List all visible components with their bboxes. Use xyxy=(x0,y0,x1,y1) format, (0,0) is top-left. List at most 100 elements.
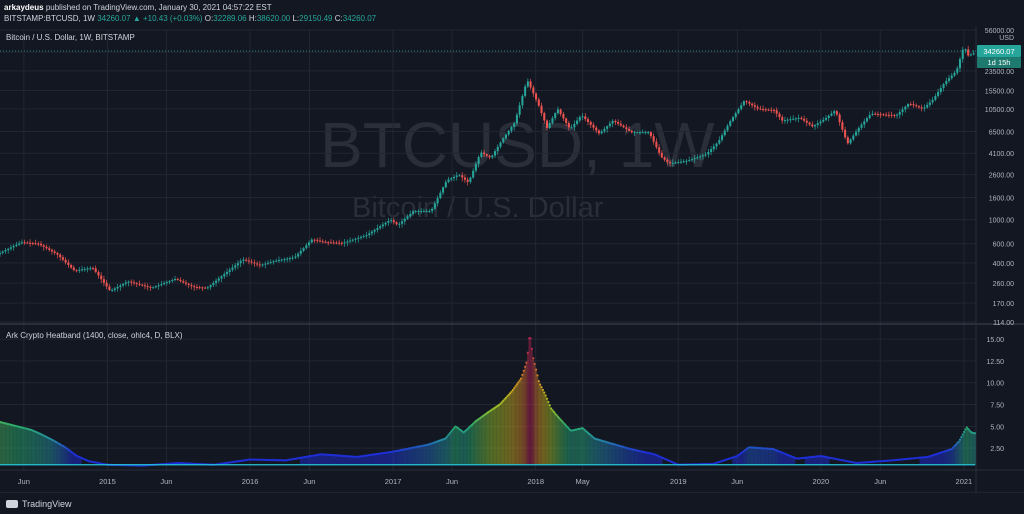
heatband-point xyxy=(525,361,528,364)
candle-body xyxy=(39,243,43,246)
candle-body xyxy=(518,105,521,115)
candle-body xyxy=(759,108,762,110)
candle-body xyxy=(179,279,182,282)
candle-body xyxy=(64,259,67,263)
candle-body xyxy=(896,114,899,116)
time-axis-tick-label: May xyxy=(575,477,589,486)
candle-body xyxy=(135,283,138,285)
price-axis-tick-label: 6500.00 xyxy=(989,129,1014,136)
candle-body xyxy=(532,87,535,94)
heatband-point xyxy=(556,415,560,418)
candle-body xyxy=(510,127,513,131)
price-axis[interactable]: 56000.0035000.0023500.0015500.0010500.00… xyxy=(985,28,1014,327)
candle-body xyxy=(308,242,311,246)
candle-body xyxy=(581,116,584,118)
chart-canvas[interactable]: 56000.0035000.0023500.0015500.0010500.00… xyxy=(0,0,1024,492)
heatband-point xyxy=(444,437,447,440)
candle-body xyxy=(384,222,387,225)
candle-body xyxy=(742,101,745,106)
author-name[interactable]: arkaydeus xyxy=(4,3,44,12)
heatband-point xyxy=(513,387,516,390)
candle-body xyxy=(398,223,401,225)
candle-body xyxy=(734,113,737,118)
candle-body xyxy=(885,114,888,116)
candle-body xyxy=(56,252,59,255)
candle-body xyxy=(764,109,767,111)
last-price-tag-text: 34260.07 xyxy=(983,47,1014,56)
candle-body xyxy=(176,278,179,280)
candle-body xyxy=(302,248,305,251)
candle-body xyxy=(655,141,658,148)
tradingview-brand[interactable]: TradingView xyxy=(6,499,72,509)
heatband-point xyxy=(532,357,535,360)
heatband-point xyxy=(554,412,557,415)
candle-body xyxy=(171,280,174,282)
candle-body xyxy=(174,278,177,281)
candle-body xyxy=(876,113,879,115)
last-price: 34260.07 xyxy=(97,14,131,23)
heatband-axis[interactable]: 2.50 5.00 7.50 10.00 12.50 15.00 xyxy=(986,337,1004,453)
candle-body xyxy=(436,198,439,204)
candle-body xyxy=(313,239,316,241)
candle-body xyxy=(822,119,825,122)
candle-body xyxy=(61,257,64,260)
candle-body xyxy=(373,229,376,232)
candle-body xyxy=(827,115,830,118)
candle-body xyxy=(674,162,677,164)
heatband-point xyxy=(534,368,538,371)
candle-body xyxy=(127,281,130,283)
candle-body xyxy=(365,235,368,237)
candle-body xyxy=(401,221,404,224)
candle-body xyxy=(1,251,4,253)
candle-body xyxy=(685,160,688,162)
time-axis[interactable]: Jun 2015 Jun 2016 Jun 2017 Jun 2018 May 2019 Jun 20… xyxy=(18,477,972,486)
heatband-point xyxy=(552,410,555,413)
candle-body xyxy=(956,68,959,73)
candle-body xyxy=(972,53,975,55)
candle-body xyxy=(816,123,819,126)
candle-body xyxy=(269,262,272,264)
candle-body xyxy=(267,262,270,264)
candle-body xyxy=(964,49,967,51)
price-axis-tick-label: 114.00 xyxy=(993,320,1014,327)
price-axis-tick-label: 23500.00 xyxy=(985,69,1014,76)
candle-body xyxy=(707,151,710,155)
candle-body xyxy=(305,245,308,249)
candle-body xyxy=(942,84,945,89)
candle-body xyxy=(928,102,931,105)
candle-body xyxy=(617,122,620,124)
heatband-point xyxy=(551,409,554,412)
candle-body xyxy=(562,113,565,119)
candle-body xyxy=(34,243,37,245)
candle-body xyxy=(395,222,398,225)
candle-body xyxy=(762,109,765,111)
price-change: ▲ +10.43 (+0.03%) xyxy=(132,14,203,23)
candle-body xyxy=(70,264,73,268)
price-axis-tick-label: 1600.00 xyxy=(989,196,1014,203)
candle-body xyxy=(584,116,587,120)
heatband-point xyxy=(452,427,456,430)
candle-body xyxy=(726,125,729,131)
candle-body xyxy=(469,177,472,182)
candle-body xyxy=(729,121,732,126)
candle-body xyxy=(838,114,841,123)
candle-body xyxy=(130,281,133,283)
candle-body xyxy=(767,109,770,111)
candle-body xyxy=(868,114,871,119)
candle-body xyxy=(625,127,628,129)
heatband-point xyxy=(510,390,513,393)
candle-body xyxy=(835,111,838,115)
time-axis-tick-label: 2015 xyxy=(99,477,116,486)
candle-body xyxy=(411,211,415,214)
candle-body xyxy=(740,105,743,110)
candle-body xyxy=(663,157,666,160)
candle-body xyxy=(81,269,84,271)
candle-body xyxy=(950,75,953,79)
candle-body xyxy=(31,243,34,245)
candle-body xyxy=(332,242,335,244)
candle-body xyxy=(132,282,136,284)
candle-body xyxy=(830,113,833,116)
candle-body xyxy=(857,127,860,132)
heatband-point xyxy=(514,385,517,388)
candle-body xyxy=(704,154,707,156)
